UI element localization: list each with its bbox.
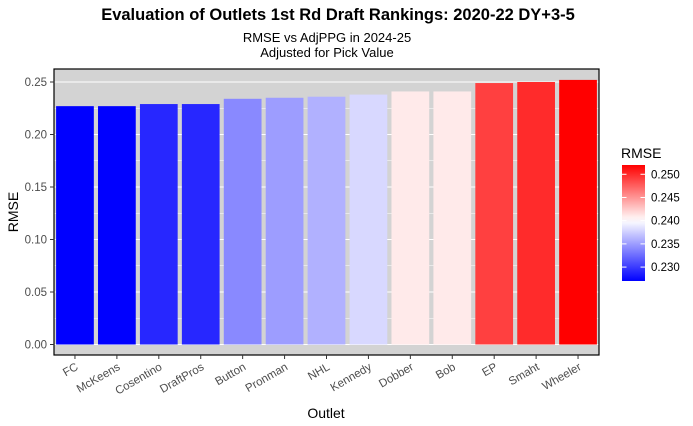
y-tick-label: 0.00 xyxy=(25,340,47,352)
y-tick-label: 0.15 xyxy=(25,182,47,194)
x-tick-label: Kennedy xyxy=(329,361,375,394)
y-tick-label: 0.10 xyxy=(25,235,47,247)
bar-ep xyxy=(475,83,514,345)
legend-tick-label: 0.245 xyxy=(651,192,680,204)
x-axis-label: Outlet xyxy=(307,405,344,421)
x-tick-label: Bob xyxy=(434,361,458,382)
x-tick-label: Wheeler xyxy=(540,361,583,393)
bar-mckeens xyxy=(98,106,136,345)
y-tick-label: 0.20 xyxy=(25,130,47,142)
x-tick-label: NHL xyxy=(306,361,332,383)
x-tick-label: EP xyxy=(480,361,500,379)
x-tick-label: Dobber xyxy=(377,361,416,390)
bar-fc xyxy=(56,106,94,345)
legend-tick-label: 0.250 xyxy=(651,169,680,181)
y-tick-label: 0.05 xyxy=(25,287,47,299)
x-tick-label: Pronman xyxy=(244,361,290,395)
legend-tick-label: 0.235 xyxy=(651,239,680,251)
bar-draftpros xyxy=(181,104,220,345)
x-tick-label: DraftPros xyxy=(158,361,206,396)
y-axis-label: RMSE xyxy=(5,192,21,232)
legend: RMSE 0.230 0.235 0.240 0.245 0.250 xyxy=(621,145,680,281)
chart-title: Evaluation of Outlets 1st Rd Draft Ranki… xyxy=(101,6,575,24)
bar-kennedy xyxy=(349,94,388,345)
bar-smaht xyxy=(517,82,555,345)
y-axis: 0.00 0.05 0.10 0.15 0.20 0.25 xyxy=(25,77,54,352)
x-tick-label: Smaht xyxy=(507,361,542,388)
bar-button xyxy=(223,98,262,345)
bars xyxy=(53,68,600,356)
bar-bob xyxy=(433,91,472,345)
bar-pronman xyxy=(265,97,304,345)
x-tick-label: Cosentino xyxy=(113,361,164,397)
chart-subtitle-line2: Adjusted for Pick Value xyxy=(260,45,393,60)
chart-subtitle-line1: RMSE vs AdjPPG in 2024-25 xyxy=(243,30,411,45)
legend-title: RMSE xyxy=(621,145,661,161)
legend-tick-label: 0.240 xyxy=(651,216,680,228)
x-tick-label: FC xyxy=(61,361,80,379)
legend-ticks: 0.230 0.235 0.240 0.245 0.250 xyxy=(622,169,680,274)
bar-dobber xyxy=(391,91,430,345)
bar-wheeler xyxy=(559,79,597,345)
y-tick-label: 0.25 xyxy=(25,77,47,89)
legend-tick-label: 0.230 xyxy=(651,262,680,274)
legend-colorbar xyxy=(622,165,645,281)
bar-nhl xyxy=(307,96,346,345)
bar-cosentino xyxy=(139,104,178,345)
